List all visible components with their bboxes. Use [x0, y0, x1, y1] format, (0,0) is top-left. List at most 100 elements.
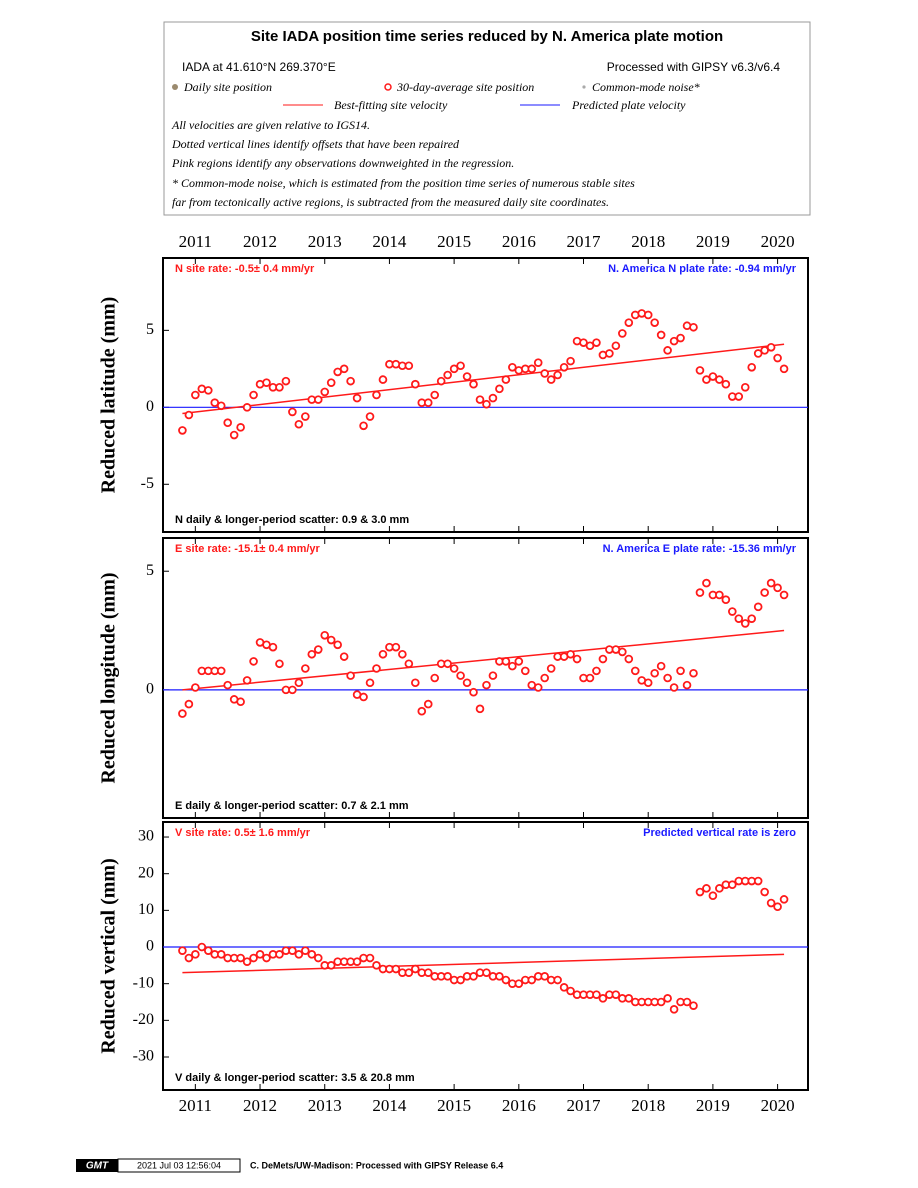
average-point: [753, 602, 763, 612]
average-point: [294, 950, 304, 959]
average-point: [242, 403, 252, 412]
average-point: [443, 972, 452, 981]
y-axis-label: Reduced longitude (mm): [98, 572, 120, 783]
x-tick-label: 2017: [567, 232, 602, 251]
average-point: [495, 384, 504, 394]
average-point: [501, 657, 511, 666]
average-point: [766, 898, 776, 908]
average-point: [779, 364, 789, 374]
average-point: [223, 680, 232, 690]
average-point: [740, 383, 750, 392]
average-point: [320, 630, 330, 640]
average-point: [740, 619, 750, 628]
average-point: [339, 652, 349, 661]
average-point: [747, 614, 757, 623]
x-tick-label: 2015: [437, 1096, 471, 1115]
average-point: [611, 990, 621, 999]
average-point: [430, 673, 440, 683]
average-point: [715, 590, 724, 600]
average-point: [236, 697, 245, 707]
average-point: [359, 421, 368, 431]
average-point: [682, 680, 692, 690]
average-point: [216, 950, 226, 959]
average-point: [191, 683, 200, 692]
average-point: [773, 583, 782, 593]
footer: GMT 2021 Jul 03 12:56:04 C. DeMets/UW-Ma…: [76, 1158, 503, 1173]
logo: GMT: [86, 1161, 109, 1172]
legend-label: Predicted plate velocity: [571, 98, 686, 112]
average-point: [508, 661, 517, 671]
legend-label: 30-day-average site position: [396, 80, 534, 94]
average-point: [540, 369, 549, 378]
average-point: [301, 412, 310, 421]
average-point: [708, 372, 718, 381]
average-point: [728, 880, 737, 889]
average-point: [443, 659, 452, 669]
average-point: [191, 390, 200, 400]
average-point: [178, 946, 187, 955]
average-point: [184, 953, 194, 963]
average-point: [236, 423, 245, 432]
y-tick-label: -10: [133, 974, 154, 991]
x-tick-label: 2014: [372, 232, 407, 251]
average-point: [423, 699, 433, 709]
average-point: [288, 407, 297, 417]
average-point: [689, 322, 698, 332]
average-point: [708, 891, 718, 900]
average-point: [650, 318, 659, 327]
average-point: [294, 678, 304, 688]
chart-title: Site IADA position time series reduced b…: [251, 28, 723, 45]
average-point: [197, 942, 207, 952]
average-point: [553, 975, 562, 985]
average-point: [702, 375, 711, 384]
average-point: [546, 375, 556, 384]
x-tick-label: 2013: [308, 232, 342, 251]
average-point: [546, 664, 556, 673]
average-point: [249, 657, 258, 666]
y-tick-label: 5: [146, 562, 154, 579]
average-point: [326, 378, 336, 387]
average-point: [236, 953, 245, 963]
average-point: [184, 410, 194, 420]
average-point: [695, 887, 705, 897]
average-point: [301, 946, 310, 955]
average-point: [275, 659, 284, 669]
average-point: [307, 649, 317, 659]
average-point: [313, 645, 323, 654]
average-point: [488, 393, 498, 403]
average-point: [520, 666, 530, 676]
average-point: [728, 607, 737, 616]
average-point: [643, 678, 653, 688]
average-point: [411, 379, 420, 389]
average-point: [676, 333, 685, 343]
average-point: [216, 666, 226, 676]
x-tick-label: 2018: [631, 232, 665, 251]
site-rate: V site rate: 0.5± 1.6 mm/yr: [175, 827, 311, 839]
x-tick-label: 2016: [502, 1096, 536, 1115]
average-point: [404, 659, 414, 669]
average-point: [469, 972, 478, 981]
average-point: [404, 968, 414, 977]
average-point: [178, 709, 187, 718]
average-point: [663, 346, 672, 355]
average-point: [779, 895, 789, 904]
average-point: [663, 673, 672, 683]
average-point: [482, 680, 491, 690]
average-point: [391, 642, 401, 652]
average-point: [449, 364, 459, 374]
x-tick-label: 2016: [502, 232, 536, 251]
plate-rate: Predicted vertical rate is zero: [643, 827, 796, 839]
average-point: [689, 1001, 698, 1010]
average-point: [514, 657, 524, 666]
fit-line: [182, 629, 785, 691]
average-point: [624, 994, 634, 1003]
average-point: [449, 664, 459, 673]
average-point: [475, 395, 485, 404]
average-point: [462, 678, 472, 688]
x-tick-label: 2019: [696, 232, 730, 251]
average-point: [307, 950, 317, 959]
average-point: [715, 884, 724, 893]
timestamp: 2021 Jul 03 12:56:04: [137, 1160, 221, 1170]
average-point: [753, 349, 763, 358]
average-point: [585, 673, 595, 683]
